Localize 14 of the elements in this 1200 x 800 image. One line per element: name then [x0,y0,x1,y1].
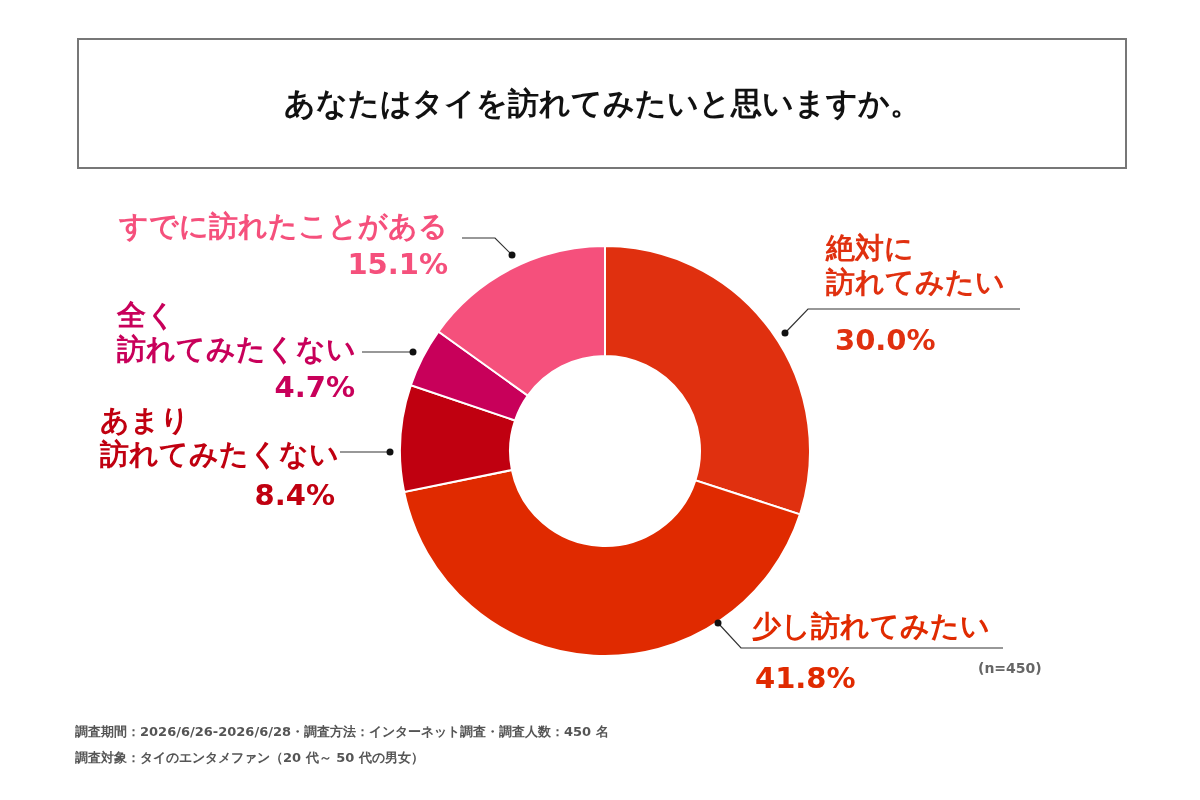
data-label: 41.8% [755,661,856,695]
data-label: 30.0% [835,323,936,357]
data-label: 4.7% [274,370,355,404]
chart-title: あなたはタイを訪れてみたいと思いますか。 [283,83,921,123]
slice-label: あまり訪れてみたくない [99,403,339,471]
text: 調査期間：2026/6/26-2026/6/28・調査方法：インターネット調査・調査人数：450 名 [75,723,609,741]
slice-label: すでに訪れたことがある [118,209,448,243]
slice-label: 少し訪れてみたい [752,609,990,643]
slice-label: 絶対に訪れてみたい [825,231,1005,299]
data-label: 8.4% [254,478,335,512]
text: (n=450) [978,660,1042,676]
text: 調査対象：タイのエンタメファン（20 代～ 50 代の男女） [75,749,424,767]
slice-label: 全く訪れてみたくない [116,298,356,366]
data-label: 15.1% [347,247,448,281]
